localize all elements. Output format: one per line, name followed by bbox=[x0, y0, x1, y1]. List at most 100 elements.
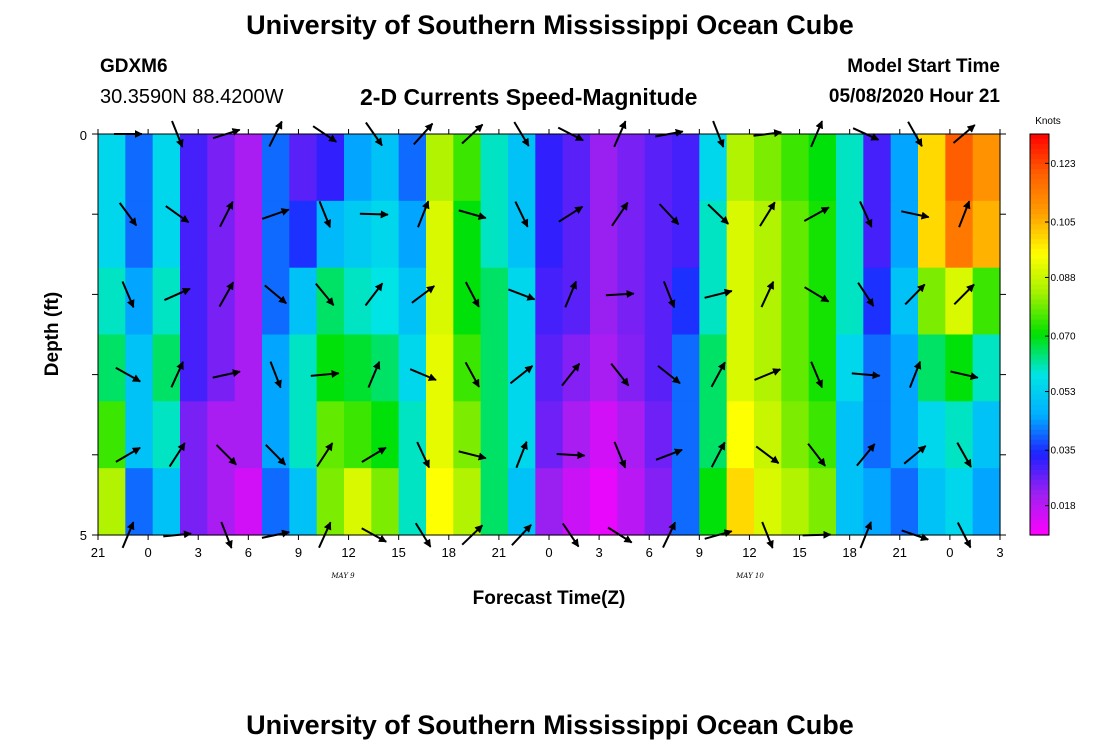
colorbar-segment bbox=[1030, 449, 1049, 456]
colorbar-segment bbox=[1030, 364, 1049, 371]
colorbar-segment bbox=[1030, 229, 1049, 235]
colorbar-segment bbox=[1030, 264, 1049, 270]
heatmap-cell bbox=[644, 134, 673, 202]
current-arrow bbox=[417, 200, 430, 228]
heatmap-cells bbox=[98, 134, 1001, 536]
heatmap-cell bbox=[726, 267, 755, 336]
current-arrow bbox=[657, 365, 681, 385]
heatmap-cell bbox=[535, 200, 564, 269]
current-arrow bbox=[564, 280, 577, 308]
colorbar-segment bbox=[1030, 519, 1049, 526]
current-arrow bbox=[315, 282, 335, 306]
colorbar-segment bbox=[1030, 459, 1049, 466]
heatmap-cell bbox=[836, 200, 864, 269]
heatmap-cell bbox=[672, 401, 700, 469]
colorbar-segment bbox=[1030, 504, 1049, 511]
heatmap-cell bbox=[808, 134, 837, 202]
heatmap-cell bbox=[234, 334, 263, 402]
colorbar-segment bbox=[1030, 399, 1049, 406]
heatmap-cell bbox=[152, 468, 181, 536]
colorbar-segment bbox=[1030, 524, 1049, 531]
heatmap-cell bbox=[426, 334, 454, 402]
heatmap-cell bbox=[590, 401, 618, 469]
heatmap-cell bbox=[808, 468, 837, 536]
heatmap-cell bbox=[289, 200, 318, 269]
heatmap-cell bbox=[125, 267, 154, 336]
colorbar-segment bbox=[1030, 179, 1049, 185]
heatmap-cell bbox=[890, 401, 919, 469]
current-vector-arrows bbox=[114, 120, 979, 549]
heatmap-cell bbox=[808, 267, 837, 336]
colorbar-segment bbox=[1030, 514, 1049, 521]
heatmap-cell bbox=[508, 200, 536, 269]
current-arrow bbox=[464, 281, 480, 308]
heatmap-cell bbox=[289, 334, 318, 402]
heatmap-cell bbox=[972, 401, 1001, 469]
heatmap-cell bbox=[918, 334, 946, 402]
heatmap-cell bbox=[945, 334, 974, 402]
heatmap-cell bbox=[836, 468, 864, 536]
current-arrow bbox=[264, 284, 287, 305]
current-arrow bbox=[218, 281, 235, 308]
heatmap-cell bbox=[125, 134, 154, 202]
colorbar-segment bbox=[1030, 184, 1049, 190]
heatmap-cell bbox=[125, 401, 154, 469]
heatmap-cell bbox=[617, 334, 646, 402]
colorbar-frame bbox=[1029, 133, 1050, 536]
current-arrow bbox=[851, 371, 881, 380]
current-arrow bbox=[613, 441, 627, 469]
heatmap-cell bbox=[453, 401, 482, 469]
heatmap-cell bbox=[972, 468, 1001, 536]
colorbar-segment bbox=[1030, 529, 1049, 536]
current-arrow bbox=[411, 285, 435, 304]
heatmap-cell bbox=[945, 200, 974, 269]
heatmap-cell bbox=[508, 401, 536, 469]
heatmap-cell bbox=[863, 401, 892, 469]
heatmap-cell bbox=[508, 267, 536, 336]
current-arrow bbox=[458, 450, 487, 461]
heatmap-cell bbox=[890, 134, 919, 202]
colorbar-segment bbox=[1030, 164, 1049, 170]
current-arrow bbox=[409, 368, 437, 381]
colorbar-segment bbox=[1030, 169, 1049, 175]
current-arrow bbox=[118, 202, 138, 227]
heatmap-cell bbox=[152, 401, 181, 469]
colorbar-segment bbox=[1030, 439, 1049, 446]
heatmap-cell bbox=[152, 267, 181, 336]
heatmap-cell bbox=[836, 401, 864, 469]
heatmap-cell bbox=[562, 134, 591, 202]
heatmap-cell bbox=[617, 134, 646, 202]
heatmap-cell bbox=[617, 267, 646, 336]
current-arrow bbox=[658, 203, 680, 226]
current-arrow bbox=[605, 290, 635, 299]
colorbar-segment bbox=[1030, 389, 1049, 396]
x-tick-label: 3 bbox=[996, 545, 1003, 560]
current-arrow bbox=[807, 443, 826, 467]
colorbar-segment bbox=[1030, 479, 1049, 486]
heatmap-cell bbox=[371, 134, 400, 202]
colorbar-tick-label: 0.088 bbox=[1050, 273, 1075, 284]
heatmap-cell bbox=[371, 401, 400, 469]
x-tick-label: 21 bbox=[492, 545, 506, 560]
heatmap-cell bbox=[344, 334, 372, 402]
footer-title: University of Southern Mississippi Ocean… bbox=[246, 710, 854, 740]
heatmap-cell bbox=[207, 200, 236, 269]
current-arrow bbox=[710, 441, 726, 468]
current-arrow bbox=[310, 369, 340, 378]
heatmap-cell bbox=[590, 267, 618, 336]
heatmap-cell bbox=[726, 334, 755, 402]
heatmap-cell bbox=[726, 401, 755, 469]
chart-subtitle: 2-D Currents Speed-Magnitude bbox=[360, 84, 698, 110]
heatmap-cell bbox=[644, 267, 673, 336]
heatmap-cell bbox=[453, 200, 482, 269]
colorbar-segment bbox=[1030, 269, 1049, 275]
heatmap-cell bbox=[590, 200, 618, 269]
heatmap-cell bbox=[699, 334, 728, 402]
x-tick-label: 9 bbox=[295, 545, 302, 560]
heatmap-cell bbox=[180, 334, 208, 402]
colorbar-segment bbox=[1030, 224, 1049, 230]
current-arrow bbox=[956, 442, 972, 468]
colorbar-tick-label: 0.070 bbox=[1050, 332, 1075, 343]
heatmap-cell bbox=[316, 401, 345, 469]
heatmap-cell bbox=[781, 468, 810, 536]
